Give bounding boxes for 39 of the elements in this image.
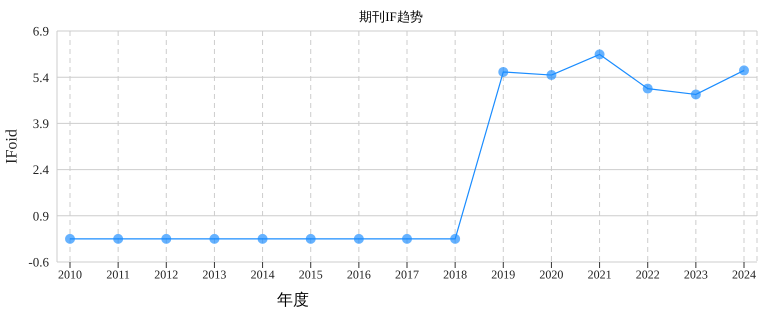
point <box>690 89 701 100</box>
point <box>546 70 556 80</box>
y-axis-title: IFoid <box>4 129 21 164</box>
point <box>65 234 75 244</box>
x-tick-label: 2014 <box>250 268 275 282</box>
x-tick-label: 2023 <box>684 268 708 282</box>
x-tick-label: 2010 <box>58 268 82 282</box>
y-tick-label: 5.4 <box>32 70 50 85</box>
y-tick-label: 6.9 <box>32 24 49 39</box>
point <box>209 234 220 244</box>
chart-title: 期刊IF趋势 <box>359 9 423 24</box>
x-tick-label: 2017 <box>395 268 419 282</box>
y-tick-label: 2.4 <box>32 162 50 178</box>
x-tick-label: 2019 <box>491 268 516 282</box>
point <box>258 234 268 244</box>
point <box>354 234 364 244</box>
x-tick-label: 2021 <box>588 268 612 282</box>
point <box>113 234 124 244</box>
point <box>450 234 460 244</box>
x-tick-label: 2018 <box>443 268 468 282</box>
y-tick-label: 0.9 <box>32 208 49 224</box>
point <box>739 65 749 76</box>
x-tick-label: 2011 <box>106 268 130 282</box>
x-tick-label: 2015 <box>298 268 323 282</box>
point <box>498 66 508 77</box>
x-tick-label: 2022 <box>636 268 660 282</box>
x-axis-title: 年度 <box>277 290 309 311</box>
x-tick-label: 2024 <box>732 268 756 282</box>
point <box>642 84 653 94</box>
point <box>594 49 605 60</box>
x-tick-label: 2016 <box>346 268 371 282</box>
x-tick-label: 2013 <box>202 268 226 282</box>
x-tick-label: 2012 <box>154 268 178 282</box>
point <box>306 234 316 244</box>
point <box>161 234 172 244</box>
x-tick-label: 2020 <box>539 268 564 282</box>
y-tick-label: -0.6 <box>28 254 50 270</box>
point <box>402 234 412 244</box>
y-tick-label: 3.9 <box>32 116 49 132</box>
